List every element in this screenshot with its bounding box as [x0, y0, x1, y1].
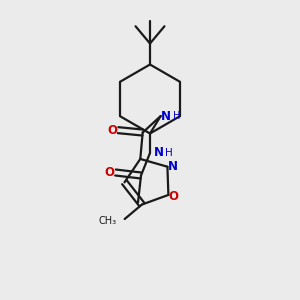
Text: H: H	[165, 148, 172, 158]
Text: N: N	[161, 110, 171, 122]
Text: N: N	[153, 146, 164, 160]
Text: O: O	[169, 190, 179, 203]
Text: N: N	[168, 160, 178, 172]
Text: O: O	[104, 166, 114, 179]
Text: O: O	[107, 124, 117, 136]
Text: H: H	[172, 111, 180, 121]
Text: CH₃: CH₃	[98, 215, 116, 226]
